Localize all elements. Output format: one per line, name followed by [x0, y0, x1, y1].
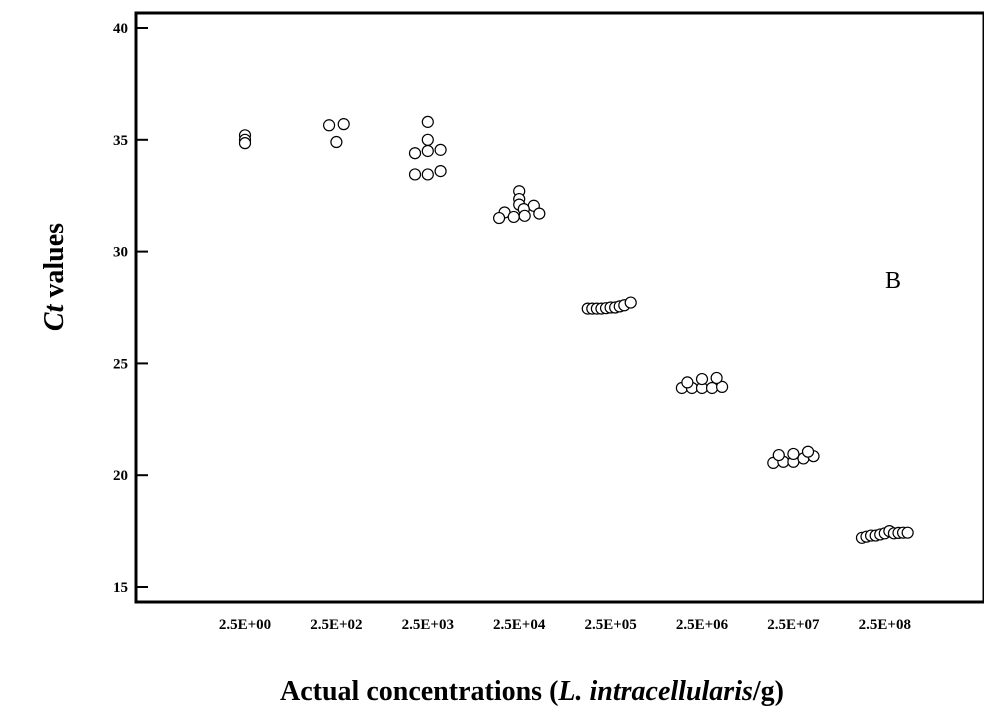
y-tick-label: 40: [113, 21, 128, 37]
x-axis-title: Actual concentrations (L. intracellulari…: [280, 676, 784, 707]
x-axis: 2.5E+00 2.5E+02 2.5E+03 2.5E+04 2.5E+05 2.5E+…: [219, 617, 911, 633]
y-tick-label: 35: [113, 133, 128, 149]
data-point: [772, 448, 785, 462]
data-point: [434, 165, 447, 178]
data-point: [330, 135, 343, 149]
data-point: [533, 207, 546, 220]
data-point: [408, 168, 422, 181]
data-point: [518, 209, 531, 222]
y-tick-label: 25: [113, 356, 128, 372]
data-point: [716, 380, 729, 393]
data-point: [337, 118, 350, 131]
data-point: [901, 526, 914, 539]
y-axis: 15 20 25 30 35 40: [113, 21, 148, 596]
data-point: [705, 381, 719, 395]
x-tick-label: 2.5E+08: [859, 617, 911, 633]
y-axis-title-rest: values: [39, 223, 70, 305]
y-tick-label: 15: [113, 580, 128, 596]
data-point: [787, 447, 800, 461]
y-tick-label: 20: [113, 468, 128, 484]
x-axis-title-prefix: Actual concentrations (: [280, 676, 558, 707]
data-point: [681, 376, 694, 389]
data-points: [238, 115, 914, 544]
x-axis-title-suffix: /g): [752, 676, 784, 707]
data-point: [492, 211, 506, 225]
data-point: [507, 210, 520, 224]
data-point: [710, 371, 723, 385]
data-point: [695, 372, 709, 386]
data-point: [421, 144, 434, 158]
data-point: [801, 445, 815, 458]
data-point: [421, 168, 434, 181]
y-axis-title: Ct values: [39, 223, 70, 331]
x-tick-label: 2.5E+02: [310, 617, 362, 633]
x-axis-title-italic: L. intracellularis: [557, 676, 753, 707]
x-tick-label: 2.5E+00: [219, 617, 271, 633]
plot-frame: [134, 11, 984, 604]
y-axis-title-italic: Ct: [39, 303, 70, 331]
data-point: [322, 119, 336, 132]
data-point: [421, 115, 434, 129]
x-tick-label: 2.5E+06: [676, 617, 729, 633]
x-tick-label: 2.5E+07: [767, 617, 820, 633]
x-tick-label: 2.5E+03: [402, 617, 454, 633]
data-point: [434, 143, 447, 156]
y-tick-label: 30: [113, 245, 128, 261]
x-tick-label: 2.5E+05: [584, 617, 636, 633]
data-point: [624, 296, 637, 309]
data-point: [421, 133, 434, 146]
panel-annotation: B: [885, 268, 901, 294]
x-tick-label: 2.5E+04: [493, 617, 546, 633]
data-point: [238, 137, 252, 150]
data-point: [408, 147, 422, 160]
